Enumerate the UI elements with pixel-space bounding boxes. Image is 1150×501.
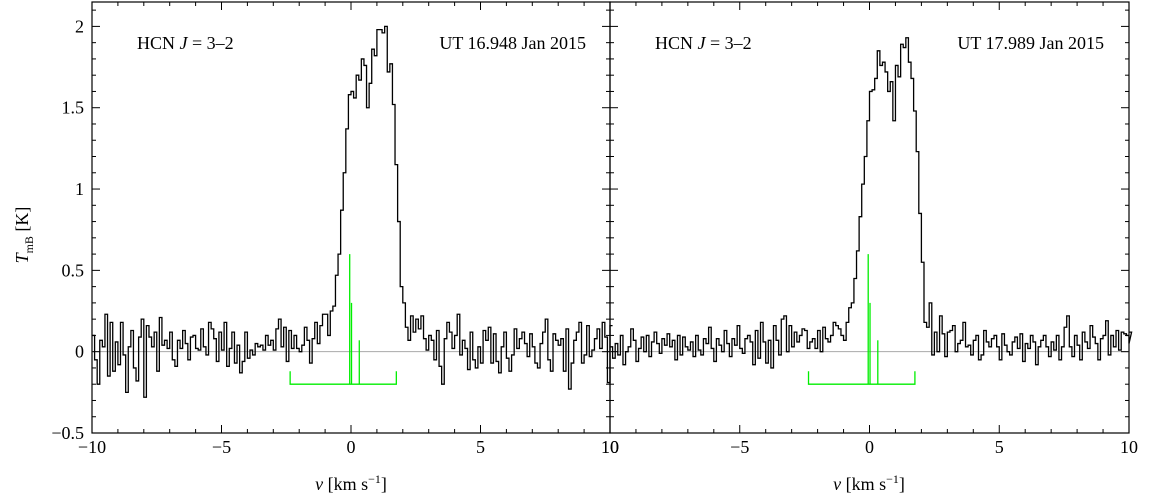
y-tick-label: 0.5 <box>62 260 85 280</box>
x-axis-label-left: v [km s−1] <box>315 472 387 494</box>
panel-left-date-label: UT 16.948 Jan 2015 <box>439 33 586 53</box>
panel-left-line-label: HCN J = 3–2 <box>137 33 234 53</box>
x-tick-label: 10 <box>601 437 619 457</box>
panel-left: −10 −5 0 5 10 −0.5 0 0.5 1 1.5 2 HCN J = 3–2 UT 16… <box>51 1 619 457</box>
y-axis-label: TmB [K] <box>12 207 36 264</box>
x-tick-label: −5 <box>730 437 749 457</box>
x-tick-label: 10 <box>601 437 619 457</box>
x-tick-label: 0 <box>347 437 356 457</box>
x-tick-label: 10 <box>1120 437 1138 457</box>
hyperfine-bracket <box>289 371 397 385</box>
x-tick-label: −5 <box>212 437 231 457</box>
panel-right-line-label: HCN J = 3–2 <box>655 33 752 53</box>
x-tick-label: −10 <box>78 437 106 457</box>
panel-right-date-label: UT 17.989 Jan 2015 <box>957 33 1104 53</box>
y-tick-label: 0 <box>75 342 84 362</box>
x-tick-label: 5 <box>476 437 485 457</box>
x-tick-label: 5 <box>995 437 1004 457</box>
y-tick-label: 2 <box>75 16 84 36</box>
x-tick-label: 0 <box>865 437 874 457</box>
hyperfine-bracket <box>807 371 916 385</box>
y-tick-label: 1.5 <box>62 98 85 118</box>
spectrum-histogram <box>610 37 1133 369</box>
panel-right: 10 −5 0 5 10 HCN J = 3–2 UT 17.989 Jan 2015 <box>601 1 1138 457</box>
spectrum-histogram <box>92 25 613 398</box>
y-tick-label: −0.5 <box>51 423 84 443</box>
x-axis-label-right: v [km s−1] <box>833 472 905 494</box>
y-tick-label: 1 <box>75 179 84 199</box>
